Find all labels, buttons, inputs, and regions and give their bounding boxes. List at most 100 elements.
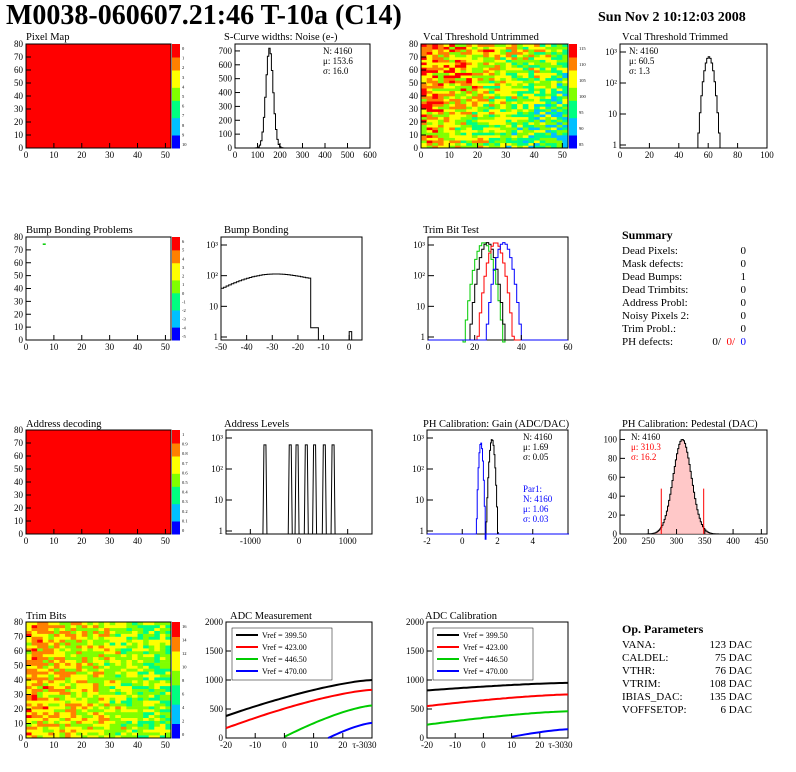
heatmap-cell: [426, 62, 433, 66]
heatmap-cell: [545, 70, 552, 73]
heatmap-cell: [545, 80, 552, 84]
heatmap-cell: [31, 633, 38, 637]
heatmap-cell: [53, 633, 60, 637]
heatmap-cell: [159, 639, 166, 643]
heatmap-cell: [65, 668, 71, 672]
heatmap-cell: [143, 700, 149, 704]
heatmap-cell: [137, 656, 144, 660]
heatmap-cell: [545, 98, 552, 102]
heatmap-cell: [449, 77, 456, 81]
heatmap-cell: [494, 83, 501, 86]
heatmap-cell: [48, 659, 55, 663]
heatmap-cell: [522, 49, 529, 53]
plot-title: Trim Bits: [26, 611, 66, 622]
heatmap-cell: [471, 51, 478, 55]
heatmap-cell: [421, 137, 427, 141]
heatmap-cell: [137, 624, 144, 629]
heatmap-cell: [53, 691, 60, 695]
address-peak: [321, 444, 327, 535]
heatmap-cell: [449, 109, 456, 112]
heatmap-cell: [120, 720, 127, 724]
heatmap-cell: [483, 103, 490, 107]
heatmap-cell: [443, 98, 450, 102]
op-param-row: VTRIM: 108 DAC: [622, 678, 752, 691]
heatmap-cell: [37, 665, 44, 669]
heatmap-cell: [443, 137, 450, 141]
heatmap-cell: [115, 645, 122, 649]
heatmap-cell: [437, 70, 444, 73]
stats-line: σ: 1.3: [629, 66, 650, 76]
heatmap-cell: [70, 723, 77, 727]
heatmap-cell: [165, 729, 172, 733]
summary-label: Address Probl:: [622, 297, 688, 309]
heatmap-cell: [48, 639, 55, 643]
color-scale-cell: [172, 486, 180, 492]
heatmap-cell: [126, 627, 133, 631]
heatmap-cell: [437, 142, 444, 146]
heatmap-cell: [471, 119, 478, 123]
heatmap-cell: [466, 124, 473, 128]
heatmap-cell: [92, 674, 99, 678]
heatmap-cell: [59, 711, 66, 716]
heatmap-cell: [81, 677, 88, 681]
heatmap-cell: [137, 709, 144, 713]
heatmap-cell: [562, 119, 569, 123]
stats-line: σ: 0.05: [523, 452, 549, 462]
op-param-value: 108 DAC: [709, 678, 752, 690]
heatmap-cell: [539, 137, 546, 141]
heatmap-cell: [511, 106, 518, 110]
heatmap-cell: [466, 64, 473, 68]
heatmap-cell: [500, 67, 507, 71]
gain-fit-histogram: [427, 442, 569, 540]
heatmap-cell: [551, 44, 557, 47]
heatmap-cell: [500, 88, 507, 92]
heatmap-cell: [154, 723, 161, 727]
heatmap-cell: [454, 75, 461, 79]
heatmap-cell: [511, 70, 518, 73]
x-tick-label: 20: [77, 740, 87, 750]
heatmap-cell: [53, 645, 60, 649]
heatmap-cell: [53, 688, 60, 692]
color-scale-label: 12: [182, 651, 187, 656]
heatmap-cell: [426, 77, 433, 81]
color-scale-cell: [172, 331, 180, 337]
heatmap-cell: [505, 129, 512, 133]
y-tick-label: 60: [14, 646, 24, 656]
heatmap-cell: [511, 111, 518, 115]
heatmap-cell: [98, 723, 105, 727]
heatmap-cell: [528, 49, 535, 53]
heatmap-cell: [148, 668, 155, 672]
heatmap-cell: [87, 697, 94, 701]
heatmap-cell: [109, 656, 116, 660]
y-tick-label: 200: [219, 115, 233, 125]
heatmap-cell: [545, 142, 552, 146]
heatmap-cell: [500, 127, 507, 131]
heatmap-cell: [137, 680, 144, 684]
heatmap-cell: [159, 697, 166, 701]
heatmap-cell: [426, 44, 433, 47]
summary-row: Dead Bumps: 1: [622, 271, 746, 284]
heatmap-cell: [449, 124, 456, 128]
heatmap-cell: [154, 720, 161, 724]
heatmap-cell: [104, 630, 110, 634]
heatmap-cell: [154, 685, 161, 689]
heatmap-cell: [165, 682, 172, 687]
heatmap-cell: [31, 711, 38, 716]
heatmap-cell: [26, 668, 32, 672]
heatmap-cell: [539, 90, 546, 94]
heatmap-cell: [26, 700, 32, 704]
heatmap-cell: [562, 57, 569, 60]
heatmap-cell: [505, 109, 512, 112]
y-tick-label: 50: [14, 271, 24, 281]
heatmap-cell: [443, 62, 450, 66]
heatmap-cell: [437, 54, 444, 58]
heatmap-cell: [545, 46, 552, 50]
heatmap-cell: [65, 694, 71, 698]
heatmap-cell: [115, 627, 122, 631]
heatmap-cell: [500, 101, 507, 105]
y-tick-label: 0: [414, 143, 419, 153]
heatmap-cell: [421, 80, 427, 84]
heatmap-cell: [159, 671, 166, 675]
heatmap-cell: [539, 129, 546, 133]
heatmap-cell: [48, 726, 55, 730]
